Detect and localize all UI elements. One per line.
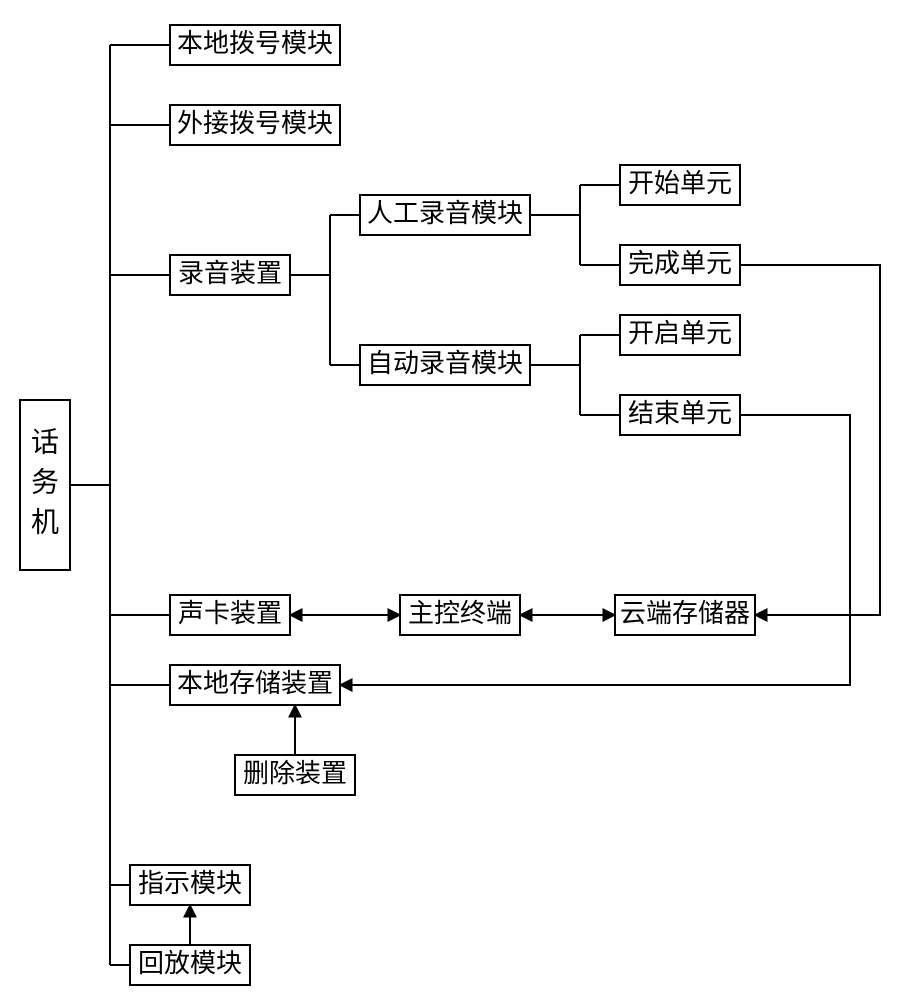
node-rec_device: 录音装置 — [170, 255, 290, 295]
edges-layer — [70, 45, 880, 965]
node-label: 指示模块 — [138, 869, 242, 898]
node-label: 话 — [31, 426, 59, 458]
node-local_storage: 本地存储装置 — [170, 665, 340, 705]
node-label: 本地存储装置 — [177, 669, 333, 698]
node-cloud_storage: 云端存储器 — [615, 595, 755, 635]
node-label: 主控终端 — [408, 599, 512, 628]
node-open_unit: 开启单元 — [620, 315, 740, 355]
node-indicator: 指示模块 — [130, 865, 250, 905]
diagram-canvas: 话务机 本地拨号模块外接拨号模块录音装置 人工录音模块自动录音模块 开始单元完成单元开… — [0, 0, 918, 1000]
node-label: 回放模块 — [138, 949, 242, 978]
node-label: 务 — [31, 466, 59, 498]
arrow-complete-cs — [740, 265, 880, 615]
node-label: 开启单元 — [628, 319, 732, 348]
node-label: 自动录音模块 — [367, 349, 523, 378]
node-main_terminal: 主控终端 — [400, 595, 520, 635]
node-auto_rec: 自动录音模块 — [360, 345, 530, 385]
node-root: 话务机 — [20, 400, 70, 570]
node-sound_card: 声卡装置 — [170, 595, 290, 635]
node-label: 结束单元 — [628, 399, 732, 428]
node-delete_device: 删除装置 — [235, 755, 355, 795]
node-complete_unit: 完成单元 — [620, 245, 740, 285]
node-label: 录音装置 — [178, 259, 282, 288]
node-end_unit: 结束单元 — [620, 395, 740, 435]
nodes-layer: 话务机 本地拨号模块外接拨号模块录音装置 人工录音模块自动录音模块 开始单元完成单元开… — [20, 25, 755, 985]
node-label: 开始单元 — [628, 169, 732, 198]
node-label: 完成单元 — [628, 249, 732, 278]
node-label: 机 — [31, 506, 59, 538]
node-label: 本地拨号模块 — [177, 29, 333, 58]
node-label: 声卡装置 — [178, 599, 282, 628]
node-start_unit: 开始单元 — [620, 165, 740, 205]
node-label: 删除装置 — [243, 759, 347, 788]
node-label: 人工录音模块 — [367, 199, 523, 228]
node-manual_rec: 人工录音模块 — [360, 195, 530, 235]
node-local_dial: 本地拨号模块 — [170, 25, 340, 65]
node-playback: 回放模块 — [130, 945, 250, 985]
arrow-end-ls — [340, 415, 850, 685]
node-label: 外接拨号模块 — [177, 109, 333, 138]
node-ext_dial: 外接拨号模块 — [170, 105, 340, 145]
node-label: 云端存储器 — [620, 599, 750, 628]
